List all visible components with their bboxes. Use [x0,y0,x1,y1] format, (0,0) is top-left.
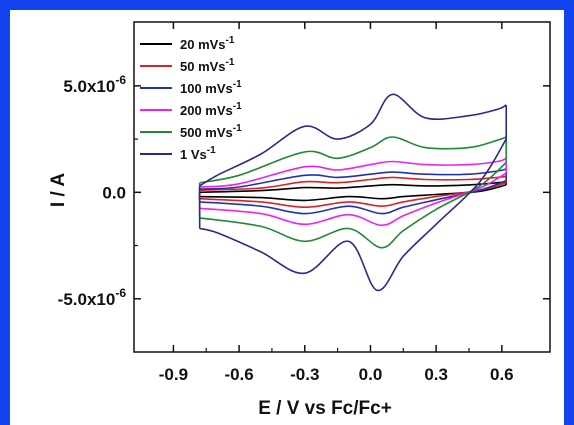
axis-layer: -0.9 -0.6 -0.3 0.0 0.3 0.6 5.0x10-6 0.0 -5.0x10-… [58,22,550,384]
series-5-reverse-sweep [199,138,507,292]
series-1-forward-sweep [199,175,507,191]
y-tick-label-1: 0.0 [102,183,126,202]
x-tick-label-5: 0.6 [490,365,514,384]
series-5-forward-sweep [199,93,507,187]
legend-label-4: 500 mVs-1 [180,123,242,140]
x-tick-label-0: -0.9 [159,365,188,384]
legend-label-1: 50 mVs-1 [180,57,235,74]
legend-label-3: 200 mVs-1 [180,101,242,118]
x-axis-title: E / V vs Fc/Fc+ [258,398,392,419]
legend-label-0: 20 mVs-1 [180,35,235,52]
series-2-forward-sweep [199,168,507,190]
y-axis-title: I / A [48,173,69,207]
legend: 20 mVs-1 50 mVs-1 100 mVs-1 200 mVs-1 500 mV… [140,35,242,162]
series-3-forward-sweep [199,157,507,188]
series-5 [198,93,508,292]
y-tick-label-0: 5.0x10-6 [63,73,126,96]
legend-label-5: 1 Vs-1 [180,145,216,162]
series-4-reverse-sweep [199,161,507,249]
legend-label-2: 100 mVs-1 [180,79,242,96]
series-4-forward-sweep [199,136,507,184]
x-tick-label-2: -0.3 [290,365,319,384]
x-tick-label-1: -0.6 [224,365,253,384]
series-0-forward-sweep [199,180,507,194]
x-tick-label-3: 0.0 [359,365,383,384]
y-tick-label-2: -5.0x10-6 [58,286,127,309]
x-tick-label-4: 0.3 [424,365,448,384]
series-layer [198,93,508,292]
